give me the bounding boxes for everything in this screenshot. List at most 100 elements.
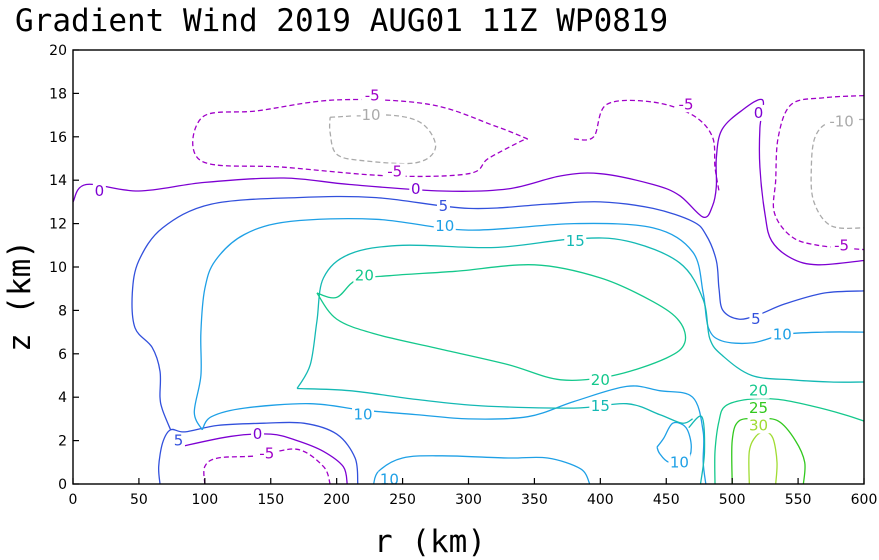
y-tick-label: 4	[58, 390, 67, 406]
contour-label-bg	[749, 311, 763, 328]
contour-label-5: -5	[679, 95, 694, 113]
x-tick-label: 300	[455, 492, 482, 508]
contour-label-0: -5	[365, 87, 380, 105]
contour-label-bg	[352, 406, 375, 423]
contour-label-bg	[747, 417, 770, 434]
contour-label-bg	[771, 326, 794, 343]
contour-label-bg	[752, 104, 766, 121]
contour-label-bg	[668, 454, 691, 471]
y-tick-label: 14	[49, 173, 67, 189]
x-tick-label: 450	[653, 492, 680, 508]
contour-label-bg	[436, 198, 450, 215]
contour-label-1: -10	[356, 106, 381, 124]
contour-label-23: 0	[253, 425, 263, 443]
x-tick-label: 200	[323, 492, 350, 508]
contour-line-10-11	[193, 217, 865, 431]
x-tick-label: 0	[69, 492, 78, 508]
contour-label-bg	[675, 96, 698, 113]
x-tick-label: 50	[130, 492, 148, 508]
contour-line-10-13	[656, 421, 692, 465]
y-tick-label: 2	[58, 434, 67, 450]
y-tick-label: 0	[58, 477, 67, 493]
contour-label-20: 10	[353, 406, 372, 424]
contour-label-7: -10	[829, 113, 854, 131]
contour-label-bg	[747, 400, 770, 417]
contour-label-bg	[826, 113, 858, 130]
contour-line--5-4	[772, 94, 865, 251]
contour-line-10-12	[372, 455, 591, 485]
contour-label-bg	[171, 432, 185, 449]
contour-label-18: 25	[749, 399, 768, 417]
contour-label-15: 20	[591, 371, 610, 389]
y-tick-label: 18	[49, 86, 67, 102]
contour-label-bg	[589, 397, 612, 414]
x-tick-label: 250	[389, 492, 416, 508]
contour-label-bg	[255, 445, 278, 462]
contour-label-bg	[830, 237, 853, 254]
contour-label-21: 10	[670, 453, 689, 471]
contour-label-bg	[589, 371, 612, 388]
y-tick-label: 6	[58, 347, 67, 363]
contour-line-0-7	[178, 433, 348, 485]
contour-line-15-14	[296, 237, 865, 389]
contour-label-8: -5	[834, 236, 849, 254]
contour-line-20-18	[714, 397, 865, 485]
contour-label-16: 15	[591, 397, 610, 415]
x-tick-label: 500	[719, 492, 746, 508]
contour-label-bg	[352, 107, 384, 124]
y-axis-label: z (km)	[2, 240, 38, 352]
contour-lines	[72, 94, 865, 485]
contour-label-4: 0	[411, 180, 421, 198]
contour-label-bg	[433, 217, 456, 234]
contour-label-bg	[353, 267, 376, 284]
contour-line-10-10	[201, 385, 707, 485]
contour-label-bg	[251, 426, 265, 443]
x-tick-label: 600	[851, 492, 878, 508]
x-tick-label: 150	[257, 492, 284, 508]
contour-line--5-2	[192, 98, 529, 178]
x-axis-label: r (km)	[374, 524, 486, 560]
contour-label-13: 5	[751, 310, 761, 328]
contour-label-22: 5	[174, 432, 184, 450]
contour-label-2: -5	[387, 163, 402, 181]
contour-line-30-20	[748, 431, 778, 485]
contour-label-10: 10	[435, 217, 454, 235]
y-axis-ticks: 0 2 4 6 8 10 12 14 16 18 20	[49, 43, 79, 493]
contour-label-6: 0	[754, 104, 764, 122]
y-tick-label: 10	[49, 260, 67, 276]
contour-label-bg	[747, 382, 770, 399]
contour-label-14: 10	[773, 325, 792, 343]
x-tick-label: 550	[785, 492, 812, 508]
contour-line-5-9	[131, 195, 865, 431]
contour-line-5-8	[157, 421, 359, 485]
contour-label-3: 0	[95, 182, 105, 200]
y-tick-label: 12	[49, 217, 67, 233]
contour-line-20-17	[316, 264, 687, 382]
contour-label-bg	[92, 183, 106, 200]
y-tick-label: 20	[49, 43, 67, 59]
contour-label-19: 30	[749, 416, 768, 434]
contour-label-bg	[409, 180, 423, 197]
contour-line-0-6	[72, 98, 865, 266]
contour-label-25: 10	[380, 471, 399, 489]
contour-label-11: 15	[566, 232, 585, 250]
contour-line-15-15	[297, 387, 693, 424]
contour-line--10-1	[810, 118, 865, 229]
contour-labels: -5-10-50 0-5 0 -10-551015205102015202530101…	[92, 87, 858, 489]
contour-label-24: -5	[259, 445, 274, 463]
chart-title: Gradient Wind 2019 AUG01 11Z WP0819	[15, 3, 668, 39]
y-tick-label: 8	[58, 303, 67, 319]
contour-label-bg	[383, 163, 406, 180]
contour-label-12: 20	[355, 267, 374, 285]
x-tick-label: 350	[521, 492, 548, 508]
x-tick-label: 400	[587, 492, 614, 508]
contour-label-bg	[564, 232, 587, 249]
y-tick-label: 16	[49, 130, 67, 146]
contour-label-9: 5	[439, 197, 449, 215]
contour-label-bg	[361, 87, 384, 104]
contour-line--10-0	[328, 114, 437, 165]
contour-line--5-3	[573, 99, 720, 192]
contour-line-15-16	[688, 415, 706, 485]
x-tick-label: 100	[191, 492, 218, 508]
